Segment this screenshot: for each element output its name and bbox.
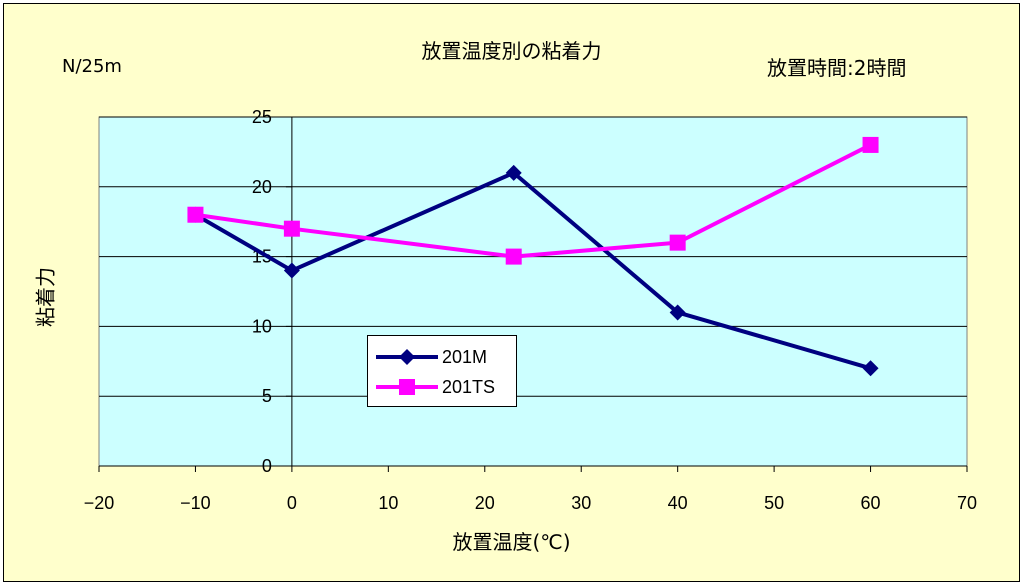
y-tick-label-1: 5 bbox=[262, 386, 272, 406]
chart-frame: 放置温度別の粘着力 N/25m 放置時間:2時間 粘着力 放置温度(℃) −20… bbox=[3, 3, 1020, 582]
x-axis-label: 放置温度(℃) bbox=[452, 530, 571, 554]
legend-label-201TS: 201TS bbox=[442, 377, 496, 397]
x-tick-label-0: −20 bbox=[84, 493, 115, 513]
chart-title: 放置温度別の粘着力 bbox=[421, 39, 602, 63]
y-tick-label-5: 25 bbox=[252, 107, 272, 127]
point-201TS-2 bbox=[505, 248, 522, 265]
point-201TS-1 bbox=[283, 220, 300, 237]
legend-marker-201M bbox=[376, 349, 438, 365]
legend: 201M 201TS bbox=[367, 335, 517, 407]
x-tick-label-2: 0 bbox=[287, 493, 297, 513]
point-201M-4 bbox=[862, 360, 879, 377]
point-201M-1 bbox=[283, 262, 300, 279]
x-tick-label-1: −10 bbox=[180, 493, 211, 513]
unit-label: N/25m bbox=[62, 56, 122, 77]
y-tick-label-4: 20 bbox=[252, 177, 272, 197]
y-tick-label-0: 0 bbox=[262, 456, 272, 476]
legend-item-201M: 201M bbox=[368, 342, 516, 372]
point-201M-3 bbox=[669, 304, 686, 321]
x-tick-label-6: 40 bbox=[668, 493, 688, 513]
point-201M-2 bbox=[505, 164, 522, 181]
point-201TS-0 bbox=[187, 206, 204, 223]
x-tick-label-4: 20 bbox=[475, 493, 495, 513]
x-tick-label-8: 60 bbox=[861, 493, 881, 513]
plot-area bbox=[98, 116, 968, 467]
legend-marker-201TS bbox=[376, 379, 438, 395]
point-201TS-3 bbox=[669, 234, 686, 251]
x-tick-label-7: 50 bbox=[764, 493, 784, 513]
x-tick-label-9: 70 bbox=[957, 493, 977, 513]
x-tick-label-3: 10 bbox=[378, 493, 398, 513]
condition-label: 放置時間:2時間 bbox=[767, 56, 907, 80]
legend-item-201TS: 201TS bbox=[368, 372, 516, 402]
x-tick-label-5: 30 bbox=[571, 493, 591, 513]
legend-label-201M: 201M bbox=[442, 347, 488, 367]
y-tick-label-2: 10 bbox=[252, 316, 272, 336]
point-201TS-4 bbox=[862, 136, 879, 153]
